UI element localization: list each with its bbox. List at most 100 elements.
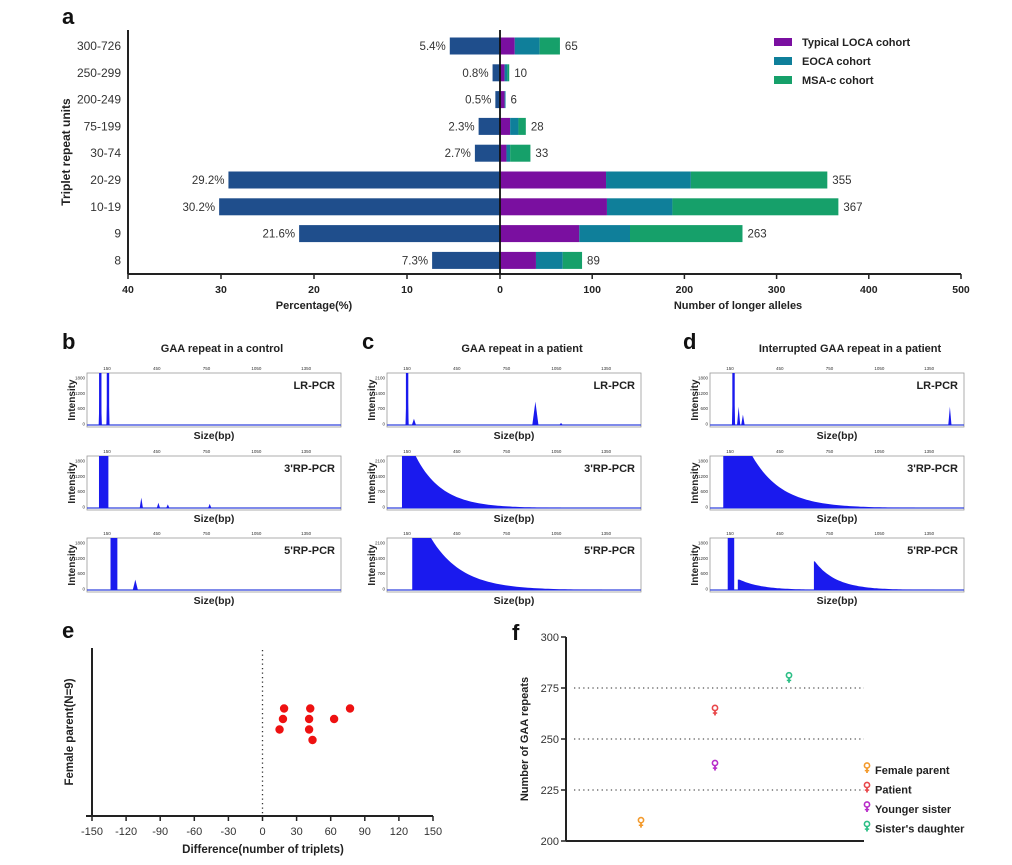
peak xyxy=(411,418,416,425)
allele-bar-segment xyxy=(500,117,511,135)
y-tick-label: 700 xyxy=(377,571,385,576)
y-tick-label: 225 xyxy=(541,785,559,797)
y-tick-label: 250 xyxy=(541,734,559,746)
y-tick-label: 1800 xyxy=(698,459,709,464)
x-tick-label: 750 xyxy=(826,366,834,371)
allele-bar-segment xyxy=(507,64,510,82)
peak-envelope xyxy=(723,456,915,508)
y-tick-label: 600 xyxy=(700,489,708,494)
peak xyxy=(948,406,952,425)
x-tick-label: 90 xyxy=(359,826,371,838)
percentage-bar xyxy=(495,91,500,109)
y-tick-label: 275 xyxy=(541,683,559,695)
panel-title: GAA repeat in a patient xyxy=(461,343,583,355)
trace-label: LR-PCR xyxy=(916,380,958,392)
x-axis-label: Size(bp) xyxy=(817,595,858,607)
y-tick-label: 1800 xyxy=(75,459,86,464)
allele-bar-segment xyxy=(539,37,560,55)
trace-frame xyxy=(86,455,342,511)
peak xyxy=(98,456,109,508)
x-tick-label: 10 xyxy=(401,284,413,296)
x-tick-label: 1050 xyxy=(551,449,562,454)
y-tick-label: 1200 xyxy=(75,556,86,561)
legend-swatch xyxy=(774,38,792,46)
female-symbol-ring xyxy=(863,801,871,808)
x-tick-label: 1050 xyxy=(874,531,885,536)
panel-title: GAA repeat in a control xyxy=(161,343,283,355)
allele-bar-segment xyxy=(504,64,508,82)
data-point xyxy=(308,735,317,745)
panel-label-b: b xyxy=(62,329,75,354)
y-tick-label: 0 xyxy=(382,505,385,510)
allele-total-label: 367 xyxy=(843,202,862,214)
trace-label: 5'RP-PCR xyxy=(284,545,335,557)
y-tick-label: 1800 xyxy=(698,541,709,546)
y-tick-label: 1200 xyxy=(75,391,86,396)
female-symbol-ring xyxy=(863,762,871,769)
x-tick-label: 150 xyxy=(403,531,411,536)
percentage-bar xyxy=(219,198,500,216)
y-tick-label: 1400 xyxy=(375,474,386,479)
x-axis-label: Size(bp) xyxy=(817,430,858,442)
y-axis-label: Intensity xyxy=(367,544,378,586)
y-axis-label: Intensity xyxy=(690,462,701,504)
legend-marker xyxy=(863,820,871,832)
allele-bar-segment xyxy=(514,37,540,55)
category-label: 9 xyxy=(114,227,121,241)
left-x-axis-label: Percentage(%) xyxy=(276,300,353,312)
allele-bar-segment xyxy=(535,251,563,269)
legend-label: Sister's daughter xyxy=(875,824,965,836)
x-tick-label: 150 xyxy=(103,449,111,454)
legend-marker xyxy=(863,762,871,773)
peak xyxy=(737,406,741,425)
panel-label-a: a xyxy=(62,4,75,29)
legend-label: Patient xyxy=(875,785,912,797)
x-tick-label: 30 xyxy=(215,284,227,296)
x-tick-label: 750 xyxy=(826,531,834,536)
percentage-bar xyxy=(474,144,500,162)
allele-bar-segment xyxy=(500,225,580,243)
allele-bar-segment xyxy=(500,251,536,269)
x-tick-label: -60 xyxy=(186,826,202,838)
panel-d-chart: Interrupted GAA repeat in a patient 150 45… xyxy=(690,343,965,607)
y-tick-label: 0 xyxy=(82,587,85,592)
x-tick-label: 450 xyxy=(453,449,461,454)
trace-label: 3'RP-PCR xyxy=(284,463,335,475)
x-axis-label: Size(bp) xyxy=(817,513,858,525)
x-tick-label: 450 xyxy=(153,531,161,536)
category-label: 20-29 xyxy=(90,173,121,187)
x-tick-label: 1350 xyxy=(301,449,312,454)
x-tick-label: 450 xyxy=(153,449,161,454)
legend-swatch xyxy=(774,76,792,84)
y-tick-label: 600 xyxy=(700,571,708,576)
x-tick-label: 150 xyxy=(403,449,411,454)
percentage-label: 0.5% xyxy=(465,95,491,107)
data-point xyxy=(345,704,355,713)
legend-label: Younger sister xyxy=(875,804,952,816)
x-tick-label: 450 xyxy=(776,366,784,371)
x-tick-label: 750 xyxy=(203,449,211,454)
data-point xyxy=(637,816,645,828)
x-axis-label: Size(bp) xyxy=(194,513,235,525)
y-tick-label: 300 xyxy=(541,632,559,644)
x-tick-label: 120 xyxy=(390,826,408,838)
x-tick-label: 1350 xyxy=(924,449,935,454)
panel-label-e: e xyxy=(62,618,74,643)
y-axis-label: Triplet repeat units xyxy=(59,98,73,206)
allele-bar-segment xyxy=(630,225,743,243)
y-axis-label: Intensity xyxy=(67,462,78,504)
category-label: 75-199 xyxy=(84,119,122,133)
female-symbol-ring xyxy=(711,704,719,712)
allele-bar-segment xyxy=(500,144,507,162)
y-tick-label: 0 xyxy=(705,505,708,510)
y-tick-label: 1200 xyxy=(698,474,709,479)
x-tick-label: 20 xyxy=(308,284,320,296)
panel-f-chart: 200 225 250 275 300 Number of GAA repeats Fema… xyxy=(519,632,965,848)
data-point xyxy=(329,714,339,724)
trace-label: 5'RP-PCR xyxy=(584,545,635,557)
y-axis-label: Intensity xyxy=(367,462,378,504)
trace-label: 5'RP-PCR xyxy=(907,545,958,557)
